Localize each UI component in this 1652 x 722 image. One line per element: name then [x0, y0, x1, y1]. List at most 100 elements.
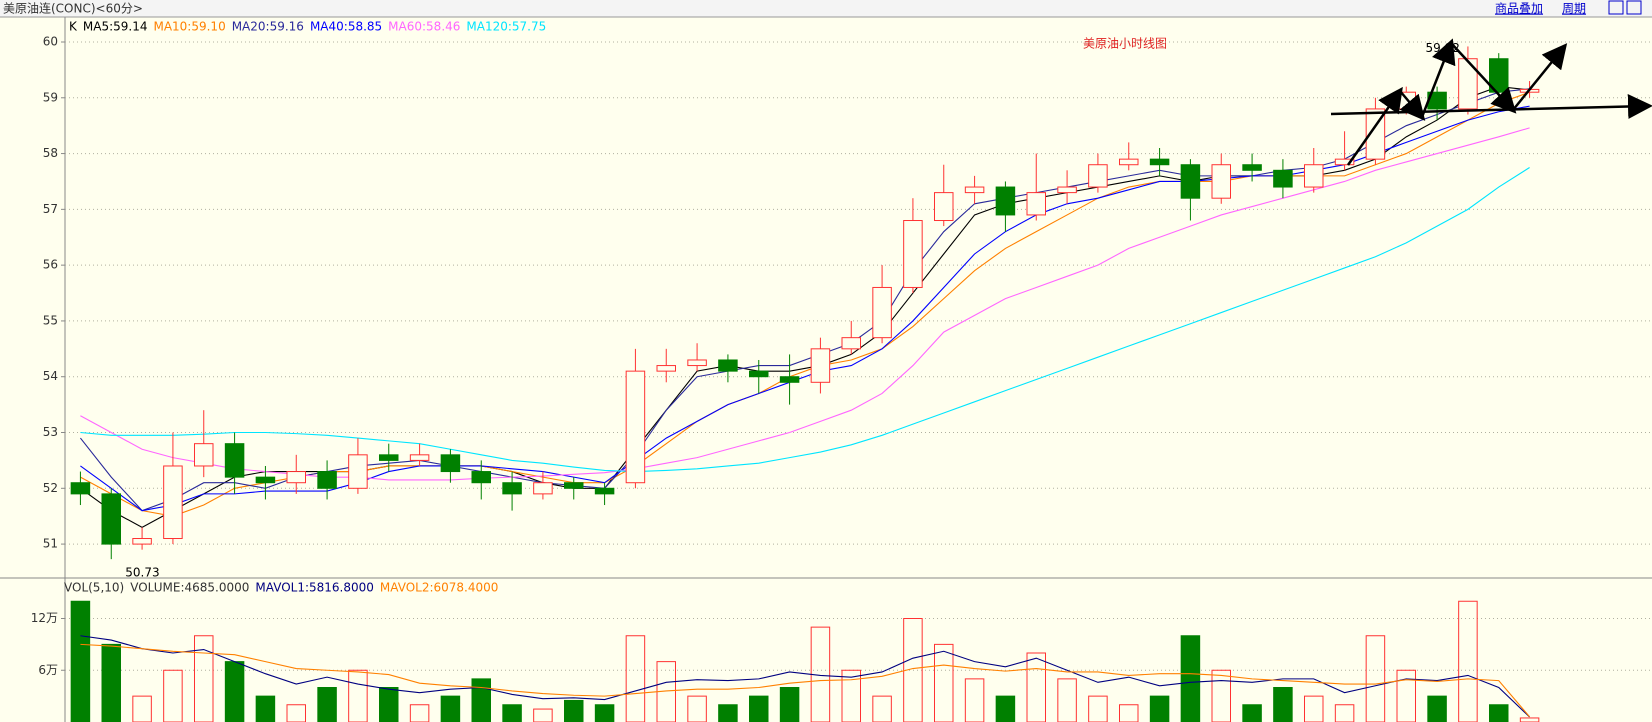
candle-body: [934, 192, 954, 222]
arrow: [1346, 86, 1403, 166]
volume-bar: [934, 643, 954, 722]
ma-line: [80, 635, 1530, 718]
volume-bar: [70, 600, 91, 722]
volume-bar: [379, 687, 399, 722]
candle-body: [1334, 158, 1355, 166]
annotation-arrows: [1330, 38, 1652, 166]
candle-body: [440, 454, 461, 473]
volume-bar: [194, 635, 214, 722]
volume-bar: [502, 704, 522, 722]
candle-body: [1211, 164, 1231, 199]
volume-bar: [132, 695, 152, 722]
y-tick-label: 60: [43, 34, 58, 48]
arrow: [1512, 43, 1568, 111]
volume-bar: [1057, 678, 1077, 722]
header-link[interactable]: 商品叠加: [1495, 1, 1543, 16]
volume-bar: [255, 695, 276, 722]
candle-body: [779, 376, 800, 383]
volume-bar: [471, 678, 491, 722]
candle-body: [1088, 164, 1108, 188]
candle-body: [810, 348, 831, 383]
volume-bar: [964, 678, 985, 722]
volume-bar: [1149, 695, 1170, 722]
y-tick-label: 56: [43, 258, 58, 272]
chart-title: 美原油小时线图: [1083, 37, 1167, 51]
candle-body: [656, 365, 676, 372]
volume-bar: [1304, 695, 1324, 722]
legend-entry: MA5:59.14: [83, 20, 148, 34]
volume-bar: [409, 704, 430, 722]
candle-body: [471, 471, 491, 484]
candle-body: [1149, 158, 1170, 166]
candle-body: [132, 538, 152, 545]
y-tick-label: 53: [43, 425, 58, 439]
volume-bar: [286, 704, 306, 722]
candle-body: [317, 471, 337, 489]
volume-bar: [779, 687, 800, 722]
y-tick-label: 51: [43, 537, 58, 551]
header-bar: [0, 0, 1652, 17]
candle-body: [70, 482, 91, 495]
legend-entry: MA40:58.85: [310, 20, 382, 34]
y-tick-label: 6万: [38, 663, 58, 677]
candle-body: [1273, 169, 1293, 188]
candle-body: [1057, 186, 1077, 194]
candle-body: [1304, 164, 1324, 188]
candle-body: [872, 286, 892, 339]
nav-button[interactable]: [1608, 0, 1624, 15]
candle-body: [379, 454, 399, 461]
arrow: [1420, 38, 1456, 118]
volume-bar: [1273, 687, 1293, 722]
candle-body: [1458, 58, 1478, 110]
low-label: 50.73: [125, 566, 159, 580]
candle-body: [964, 186, 985, 194]
legend-entry: VOL(5,10): [64, 581, 124, 595]
volume-bar: [625, 635, 646, 722]
volume-bar: [348, 669, 368, 722]
candle-body: [224, 443, 245, 478]
legend-entry: MAVOL1:5816.8000: [255, 581, 374, 595]
y-tick-label: 57: [43, 202, 58, 216]
legend-entry: MAVOL2:6078.4000: [380, 581, 499, 595]
header-title: 美原油连(CONC)<60分>: [3, 1, 143, 16]
volume-bar: [1489, 704, 1509, 722]
candle-body: [502, 482, 522, 495]
candle-body: [841, 337, 861, 350]
arrow: [1450, 42, 1517, 114]
volume-bar: [224, 661, 245, 722]
candle-body: [409, 454, 430, 461]
candle-body: [255, 476, 276, 484]
volume-bar: [687, 695, 707, 722]
volume-bar: [1211, 669, 1231, 722]
volume-bar: [533, 708, 553, 722]
y-tick-label: 58: [43, 146, 58, 160]
legend-entry: VOLUME:4685.0000: [130, 581, 249, 595]
candle-body: [687, 359, 707, 367]
volume-bar: [995, 695, 1016, 722]
y-tick-label: 52: [43, 481, 58, 495]
volume-bar: [101, 643, 121, 722]
volume-bar: [564, 699, 584, 722]
y-tick-label: 55: [43, 313, 58, 327]
candle-body: [594, 487, 615, 495]
y-tick-label: 12万: [31, 611, 58, 625]
y-tick-label: 54: [43, 369, 58, 383]
y-tick-label: 59: [43, 90, 58, 104]
ma-line: [80, 643, 1530, 718]
candle-body: [903, 220, 923, 288]
volume-bar: [1180, 635, 1201, 722]
legend-entry: K: [69, 20, 78, 34]
candle-body: [533, 482, 553, 495]
candle-body: [1026, 192, 1046, 216]
header-link[interactable]: 周期: [1562, 2, 1586, 16]
candle-body: [1180, 164, 1201, 199]
volume-bar: [317, 687, 337, 722]
nav-button[interactable]: [1626, 0, 1642, 15]
volume-bar: [872, 695, 892, 722]
candle-body: [163, 465, 183, 540]
volume-bar: [1242, 704, 1262, 722]
legend-entry: MA10:59.10: [153, 20, 225, 34]
volume-bar: [1088, 695, 1108, 722]
